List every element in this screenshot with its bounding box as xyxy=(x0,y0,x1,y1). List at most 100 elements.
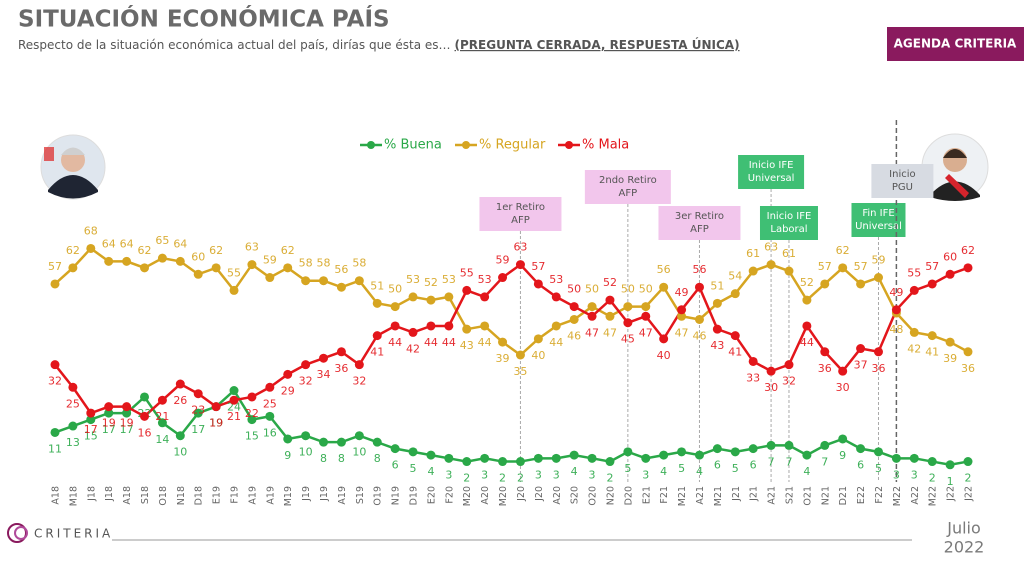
x-tick-label: A21 xyxy=(767,486,778,505)
x-tick-label: S19 xyxy=(355,486,366,504)
data-label: 1 xyxy=(947,475,954,488)
data-point xyxy=(569,314,579,324)
x-tick-label: F20 xyxy=(444,486,455,504)
data-point xyxy=(444,321,454,331)
data-point xyxy=(963,347,973,357)
data-point xyxy=(462,285,472,295)
data-point xyxy=(712,324,722,334)
data-label: 13 xyxy=(66,436,80,449)
data-label: 33 xyxy=(746,371,760,384)
data-point xyxy=(193,269,203,279)
data-point xyxy=(927,331,937,341)
annotation-text: PGU xyxy=(892,182,913,193)
data-point xyxy=(426,450,436,460)
data-point xyxy=(390,444,400,454)
data-point xyxy=(319,276,329,286)
x-tick-label: J22 xyxy=(946,486,957,502)
data-label: 10 xyxy=(352,446,366,459)
data-label: 7 xyxy=(768,455,775,468)
data-point xyxy=(659,282,669,292)
data-label: 21 xyxy=(227,410,241,423)
x-tick-label: S18 xyxy=(140,486,151,504)
data-label: 7 xyxy=(785,455,792,468)
data-point xyxy=(122,402,132,412)
annotation-text: Laboral xyxy=(770,224,807,235)
data-point xyxy=(104,402,114,412)
data-point xyxy=(730,331,740,341)
annotation-box xyxy=(759,206,818,240)
data-point xyxy=(247,392,257,402)
data-point xyxy=(641,311,651,321)
data-point xyxy=(390,321,400,331)
data-point xyxy=(891,305,901,315)
data-point xyxy=(319,353,329,363)
data-point xyxy=(408,447,418,457)
data-label: 56 xyxy=(657,263,671,276)
data-point xyxy=(945,460,955,470)
data-point xyxy=(784,266,794,276)
data-point xyxy=(712,298,722,308)
data-point xyxy=(354,276,364,286)
data-point xyxy=(909,327,919,337)
data-label: 19 xyxy=(209,417,223,430)
data-label: 55 xyxy=(460,266,474,279)
data-label: 41 xyxy=(370,346,384,359)
data-label: 25 xyxy=(66,397,80,410)
data-point xyxy=(587,453,597,463)
data-label: 3 xyxy=(911,468,918,481)
data-label: 63 xyxy=(513,241,527,254)
data-point xyxy=(802,295,812,305)
data-point xyxy=(104,408,114,418)
data-label: 4 xyxy=(803,465,810,478)
x-tick-label: E22 xyxy=(856,486,867,504)
x-tick-label: A19 xyxy=(247,486,258,505)
data-label: 57 xyxy=(818,260,832,273)
x-tick-label: E19 xyxy=(212,486,223,504)
data-point xyxy=(211,263,221,273)
data-point xyxy=(175,256,185,266)
data-label: 35 xyxy=(513,365,527,378)
data-label: 51 xyxy=(370,279,384,292)
data-label: 24 xyxy=(227,401,241,414)
data-point xyxy=(354,431,364,441)
data-label: 48 xyxy=(889,323,903,336)
data-point xyxy=(86,408,96,418)
data-label: 41 xyxy=(925,346,939,359)
title: SITUACIÓN ECONÓMICA PAÍS xyxy=(18,5,390,33)
data-point xyxy=(963,457,973,467)
data-label: 57 xyxy=(48,260,62,273)
data-label: 51 xyxy=(710,279,724,292)
data-point xyxy=(175,431,185,441)
x-tick-label: D19 xyxy=(409,486,420,505)
data-point xyxy=(694,450,704,460)
data-point xyxy=(229,386,239,396)
data-label: 54 xyxy=(728,270,742,283)
x-tick-label: O18 xyxy=(158,486,169,506)
data-label: 5 xyxy=(410,462,417,475)
data-label: 55 xyxy=(227,266,241,279)
data-point xyxy=(480,292,490,302)
data-label: 63 xyxy=(245,241,259,254)
annotation-box xyxy=(479,197,562,231)
x-tick-label: J18 xyxy=(104,486,115,502)
data-label: 8 xyxy=(320,452,327,465)
data-label: 59 xyxy=(496,254,510,267)
data-point xyxy=(694,314,704,324)
portrait-right xyxy=(921,133,989,201)
data-point xyxy=(712,444,722,454)
data-point xyxy=(641,302,651,312)
x-tick-label: E21 xyxy=(641,486,652,504)
data-point xyxy=(515,260,525,270)
data-label: 23 xyxy=(191,404,205,417)
data-label: 19 xyxy=(209,417,223,430)
data-label: 62 xyxy=(138,244,152,257)
data-label: 3 xyxy=(642,468,649,481)
data-point xyxy=(748,266,758,276)
data-point xyxy=(766,260,776,270)
data-label: 64 xyxy=(173,237,187,250)
x-tick-label: A20 xyxy=(480,486,491,505)
legend-label: % Mala xyxy=(582,138,629,153)
date-month: Julio xyxy=(946,519,981,538)
data-label: 9 xyxy=(839,449,846,462)
data-label: 32 xyxy=(48,375,62,388)
